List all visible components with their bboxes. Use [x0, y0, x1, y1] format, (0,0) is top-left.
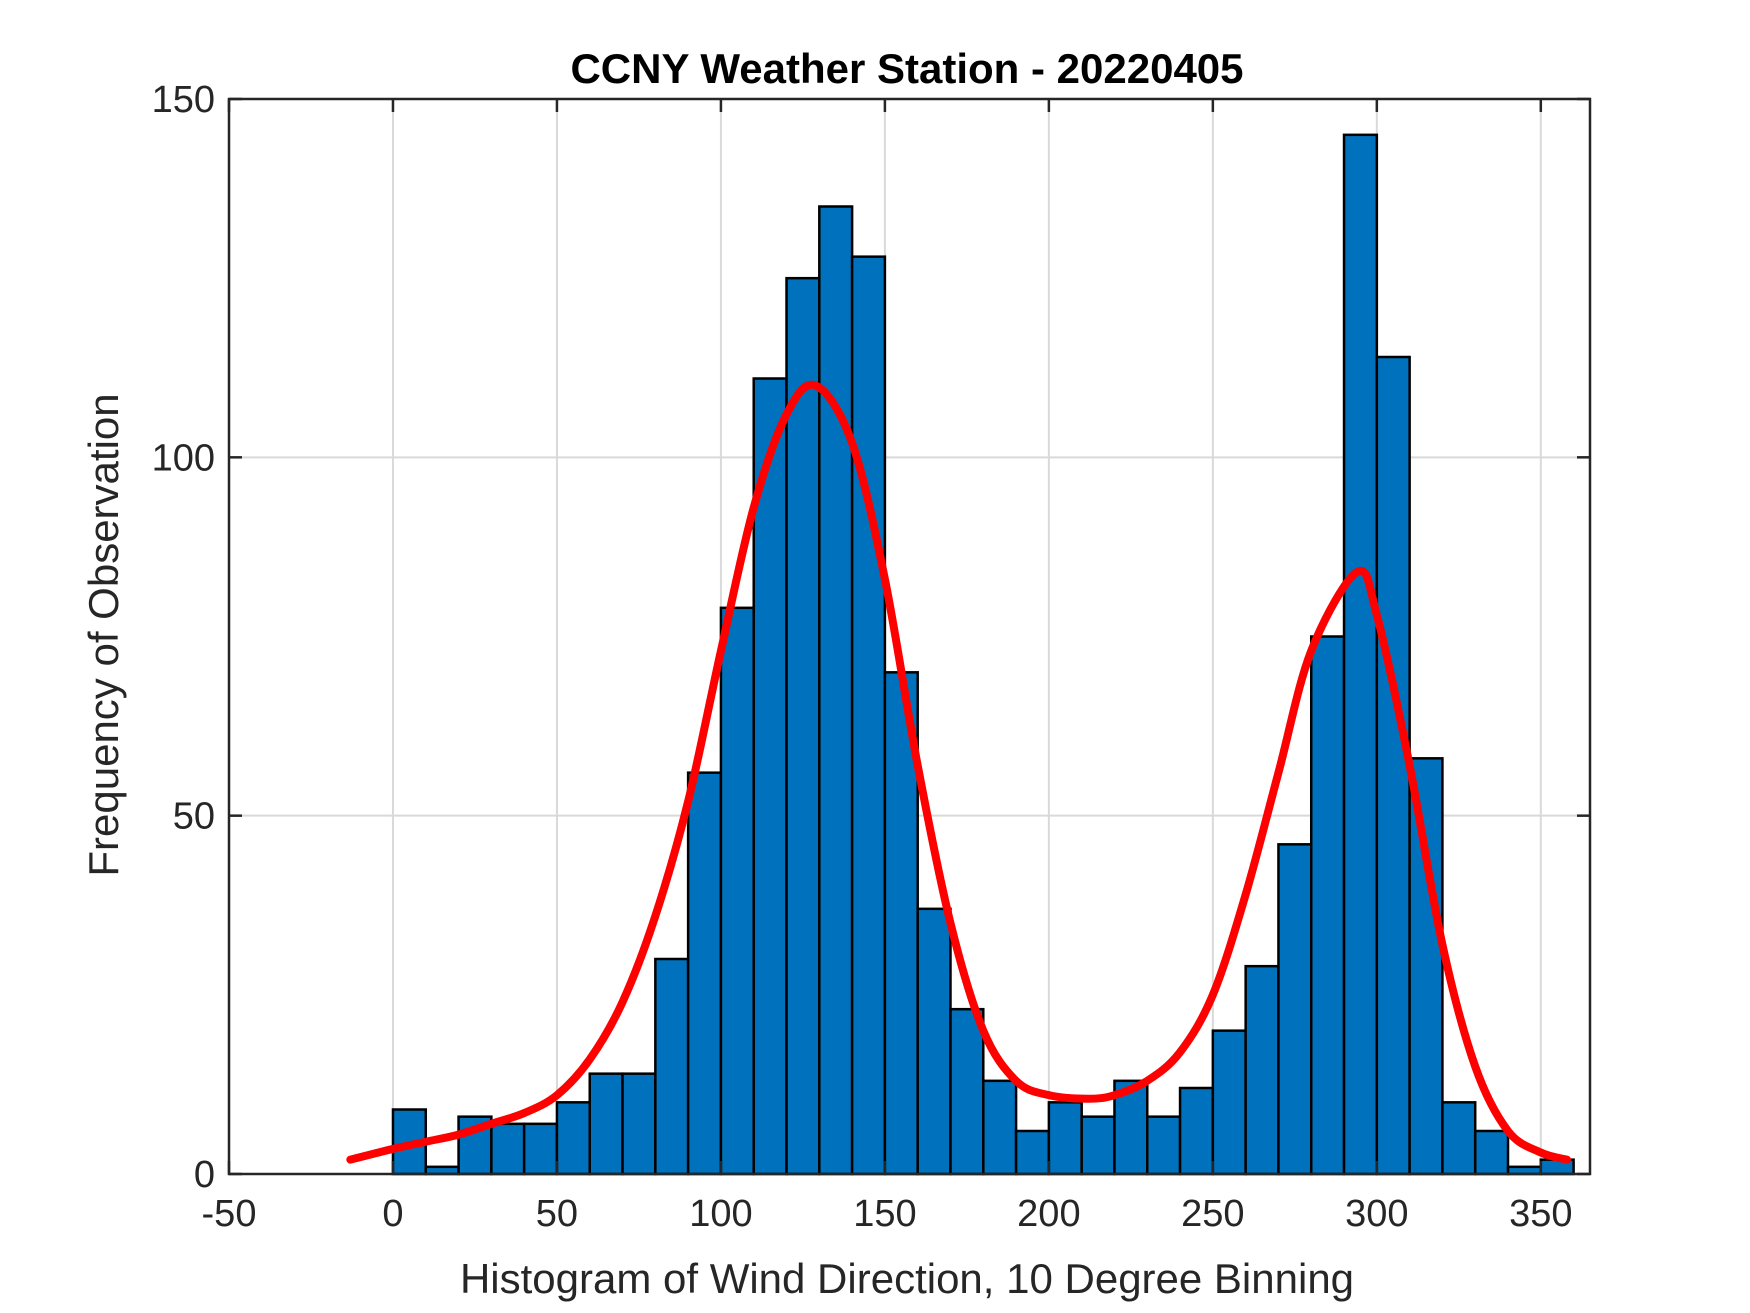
histogram-bar	[686, 771, 723, 1176]
histogram-bar	[1014, 1129, 1051, 1176]
axes	[227, 97, 1592, 1176]
histogram-bar	[982, 1079, 1018, 1176]
histogram-bar	[1146, 1115, 1182, 1176]
x-axis-label: Histogram of Wind Direction, 10 Degree B…	[460, 1255, 1354, 1302]
histogram-bar	[916, 907, 952, 1176]
x-tick-label: 100	[689, 1193, 752, 1235]
histogram-bar	[1473, 1129, 1510, 1176]
histogram-bar	[1047, 1101, 1083, 1176]
chart-title: CCNY Weather Station - 20220405	[570, 45, 1243, 92]
y-tick-label: 100	[152, 437, 215, 479]
histogram-bar	[1211, 1029, 1247, 1176]
x-tick-label: 200	[1017, 1193, 1080, 1235]
x-tick-label: 0	[382, 1193, 403, 1235]
histogram-bar	[752, 377, 788, 1176]
histogram-bars	[391, 133, 1575, 1176]
y-tick-label: 0	[194, 1154, 215, 1196]
x-tick-label: -50	[202, 1193, 257, 1235]
histogram-bar	[490, 1122, 526, 1176]
histogram-bar	[1408, 757, 1444, 1176]
histogram-bar	[850, 255, 887, 1176]
histogram-bar	[1375, 355, 1411, 1176]
y-axis-label: Frequency of Observation	[80, 393, 127, 876]
histogram-bar	[654, 957, 690, 1176]
histogram-bar	[949, 1007, 985, 1176]
histogram-bar	[785, 276, 821, 1176]
histogram-bar	[1342, 133, 1379, 1176]
axes-box	[227, 97, 1592, 1176]
histogram-bar	[588, 1072, 624, 1176]
x-tick-label: 50	[536, 1193, 578, 1235]
y-tick-label: 50	[173, 796, 215, 838]
histogram-bar	[555, 1101, 591, 1176]
histogram-bar	[1178, 1086, 1215, 1176]
histogram-bar	[719, 606, 755, 1176]
fit-curve-layer	[346, 380, 1572, 1164]
histogram-bar	[818, 205, 854, 1176]
x-tick-label: 250	[1181, 1193, 1244, 1235]
histogram-bar	[621, 1072, 657, 1176]
x-tick-label: 350	[1509, 1193, 1572, 1235]
x-tick-label: 300	[1345, 1193, 1408, 1235]
histogram-bar	[1441, 1101, 1477, 1176]
histogram-bar	[1244, 964, 1280, 1176]
histogram-bar	[522, 1122, 559, 1176]
x-tick-label: 150	[853, 1193, 916, 1235]
y-tick-label: 150	[152, 79, 215, 121]
histogram-bar	[1080, 1115, 1116, 1176]
histogram-bar	[1309, 635, 1346, 1176]
chart-text: CCNY Weather Station - 20220405 Histogra…	[80, 45, 1573, 1302]
fit-curve	[346, 380, 1572, 1164]
histogram-bar	[1277, 843, 1313, 1176]
